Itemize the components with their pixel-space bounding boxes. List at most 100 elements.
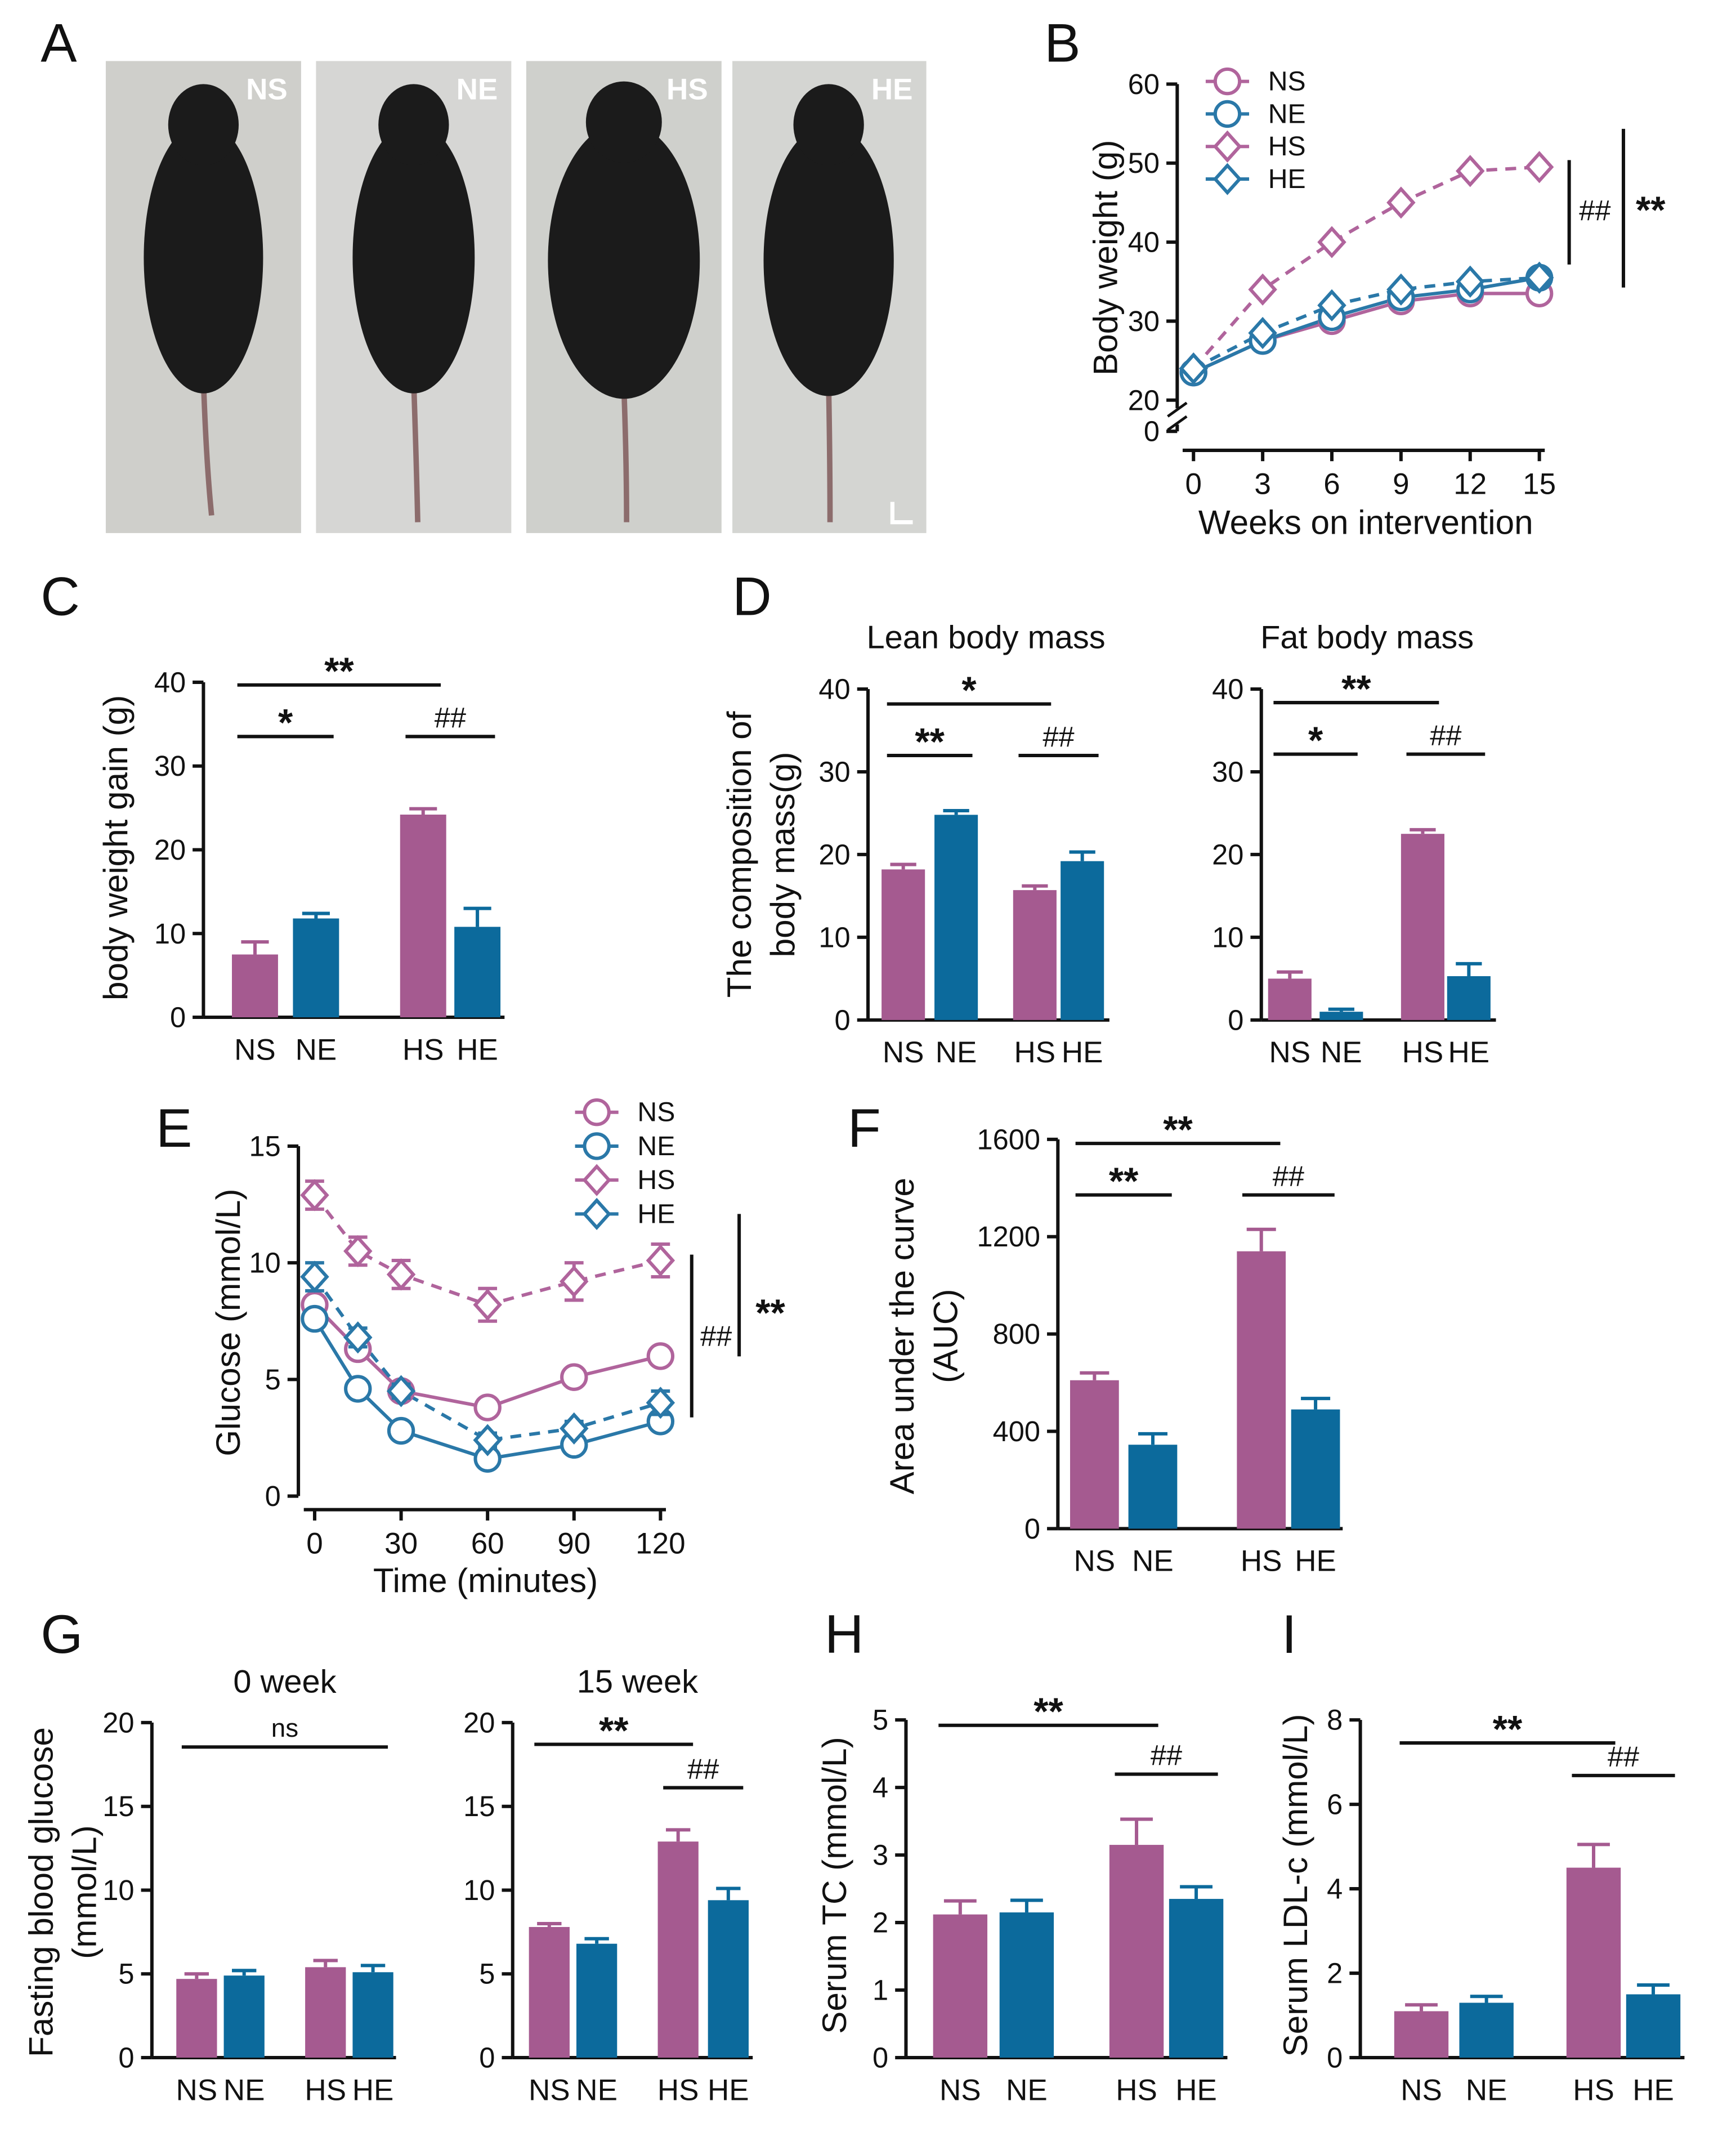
x-axis-label: Time (minutes) xyxy=(373,1561,598,1599)
y-tick-label: 20 xyxy=(154,834,186,866)
legend-marker xyxy=(1212,130,1242,163)
data-point xyxy=(646,1387,675,1419)
y-tick-label: 10 xyxy=(154,918,186,950)
significance-label: ## xyxy=(700,1320,732,1352)
x-tick-label: HE xyxy=(1448,1036,1490,1069)
bar xyxy=(176,1979,217,2058)
bar xyxy=(454,927,501,1018)
y-tick-label: 8 xyxy=(1327,1704,1343,1736)
y-tick-label: 400 xyxy=(993,1415,1040,1447)
x-tick-label: HS xyxy=(1116,2073,1157,2107)
data-point xyxy=(301,1304,329,1333)
data-point xyxy=(560,1363,588,1391)
x-tick-label: NE xyxy=(1132,1545,1174,1578)
chart-title: 0 week xyxy=(233,1664,336,1700)
y-tick-label: 0 xyxy=(1024,1513,1040,1545)
x-axis-label: Weeks on intervention xyxy=(1198,503,1533,542)
y-tick-label: 6 xyxy=(1327,1789,1343,1821)
photo: NS xyxy=(105,61,301,533)
data-point xyxy=(386,1375,416,1407)
significance-label: ## xyxy=(1151,1739,1182,1771)
significance-label: * xyxy=(1308,719,1323,762)
significance-label: ** xyxy=(1636,189,1666,231)
x-tick-label: HS xyxy=(1573,2073,1614,2107)
legend-marker xyxy=(1212,163,1242,195)
y-axis-label: body weight gain (g) xyxy=(96,695,135,1000)
bar xyxy=(1291,1409,1340,1529)
y-tick-label: 5 xyxy=(265,1363,281,1396)
significance-label: ** xyxy=(324,650,354,692)
y-tick-label: 800 xyxy=(993,1318,1040,1350)
y-tick-label: 0 xyxy=(1327,2042,1343,2074)
significance-label: ** xyxy=(599,1710,629,1752)
x-tick-label: 0 xyxy=(1185,468,1202,501)
data-point xyxy=(343,1321,373,1354)
y-tick-label: 40 xyxy=(818,673,850,705)
data-point xyxy=(473,1289,502,1321)
bar xyxy=(305,1967,346,2058)
y-tick-label: 0 xyxy=(118,2042,134,2074)
bar xyxy=(1013,890,1057,1020)
x-tick-label: NS xyxy=(176,2073,218,2107)
bar xyxy=(1394,2011,1449,2058)
x-tick-label: NS xyxy=(883,1036,924,1069)
y-tick-label: 15 xyxy=(102,1790,134,1822)
photo-caption: HE xyxy=(871,73,913,106)
legend-marker xyxy=(582,1197,611,1231)
bar xyxy=(708,1900,749,2058)
panel-letter: A xyxy=(41,14,77,74)
data-point xyxy=(1317,289,1346,321)
y-tick-label: 40 xyxy=(154,666,186,698)
bar xyxy=(933,1914,988,2058)
significance-label: * xyxy=(961,669,977,712)
y-axis-label: Glucose (mmol/L) xyxy=(209,1189,247,1456)
significance-label: ## xyxy=(687,1752,719,1785)
bar xyxy=(576,1943,618,2058)
data-point xyxy=(344,1375,372,1403)
x-tick-label: NS xyxy=(1074,1545,1116,1578)
legend-marker xyxy=(583,1132,611,1160)
y-tick-label: 50 xyxy=(1128,147,1160,179)
bar xyxy=(400,815,446,1018)
panel-letter: E xyxy=(156,1098,192,1159)
series-line xyxy=(1192,165,1540,370)
y-tick-label: 20 xyxy=(818,838,850,870)
x-tick-label: NE xyxy=(1466,2073,1507,2107)
y-tick-label: 1600 xyxy=(977,1123,1040,1155)
significance-label: ## xyxy=(1273,1160,1304,1192)
data-point xyxy=(646,1342,675,1370)
y-tick-label: 2 xyxy=(1327,1957,1343,1990)
y-tick-label: 4 xyxy=(1327,1873,1343,1905)
data-point xyxy=(300,1260,329,1293)
photo: HE xyxy=(732,61,927,533)
x-tick-label: HE xyxy=(1632,2073,1674,2107)
photo-caption: NE xyxy=(457,73,498,106)
x-tick-label: NS xyxy=(939,2073,981,2107)
y-tick-label: 60 xyxy=(1128,68,1160,100)
photo: HS xyxy=(526,61,722,533)
bar xyxy=(223,1975,265,2058)
legend-label: HE xyxy=(637,1199,675,1229)
y-axis-label: (mmol/L) xyxy=(65,1825,103,1959)
bar xyxy=(1319,1012,1363,1020)
data-point xyxy=(1524,261,1554,294)
chart-title: 15 week xyxy=(577,1664,698,1700)
x-tick-label: HS xyxy=(1402,1036,1444,1069)
significance-label: ## xyxy=(1579,194,1610,226)
y-tick-label: 0 xyxy=(835,1004,851,1036)
bar xyxy=(352,1972,393,2058)
legend-marker xyxy=(582,1164,611,1196)
panel-letter: B xyxy=(1044,14,1080,74)
y-tick-label: 3 xyxy=(873,1839,888,1871)
y-tick-label: 30 xyxy=(1128,305,1160,337)
x-tick-label: 15 xyxy=(1523,468,1556,501)
panel-letter: D xyxy=(732,567,772,627)
x-tick-label: 9 xyxy=(1393,468,1409,501)
y-axis-label: body mass(g) xyxy=(763,752,802,958)
y-axis-label: Fasting blood glucose xyxy=(21,1727,60,2057)
x-tick-label: HS xyxy=(1241,1545,1282,1578)
bar xyxy=(1626,1994,1681,2058)
data-point xyxy=(1456,265,1485,298)
y-tick-label: 20 xyxy=(1128,384,1160,416)
